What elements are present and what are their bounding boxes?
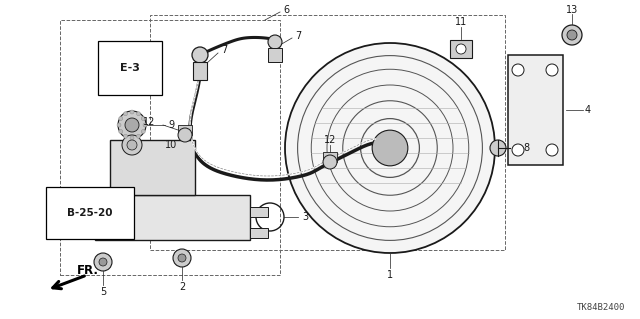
Text: 4: 4	[585, 105, 591, 115]
Bar	[450, 40, 472, 58]
Circle shape	[490, 140, 506, 156]
Bar	[250, 228, 268, 238]
Text: TK84B2400: TK84B2400	[577, 303, 625, 313]
Circle shape	[512, 144, 524, 156]
Circle shape	[178, 254, 186, 262]
Text: E-3: E-3	[120, 63, 140, 73]
Text: 13: 13	[566, 5, 578, 15]
Bar	[110, 140, 195, 195]
Circle shape	[118, 111, 146, 139]
Circle shape	[456, 44, 466, 54]
Circle shape	[141, 130, 145, 133]
Polygon shape	[80, 200, 95, 220]
Bar	[193, 62, 207, 80]
Circle shape	[94, 253, 112, 271]
Circle shape	[512, 64, 524, 76]
Bar	[250, 207, 268, 217]
Text: 9: 9	[168, 120, 174, 130]
Text: B-25-20: B-25-20	[67, 208, 113, 218]
Circle shape	[125, 118, 139, 132]
Text: 7: 7	[221, 45, 227, 55]
Circle shape	[546, 144, 558, 156]
Circle shape	[178, 128, 192, 142]
Text: 8: 8	[523, 143, 529, 153]
Bar	[150, 15, 505, 250]
Text: 6: 6	[283, 5, 289, 15]
Bar	[178, 125, 192, 135]
Circle shape	[99, 258, 107, 266]
Text: 11: 11	[455, 17, 467, 27]
Text: 10: 10	[165, 140, 177, 150]
Circle shape	[119, 130, 123, 133]
Text: 5: 5	[100, 287, 106, 297]
Circle shape	[268, 35, 282, 49]
Circle shape	[122, 135, 142, 155]
Circle shape	[372, 130, 408, 166]
Circle shape	[130, 136, 134, 140]
Text: 3: 3	[302, 212, 308, 222]
Circle shape	[192, 47, 208, 63]
Bar	[268, 48, 282, 62]
Circle shape	[136, 112, 141, 116]
Bar	[60, 20, 280, 275]
Bar	[95, 195, 250, 240]
Text: 12: 12	[143, 117, 155, 127]
Circle shape	[562, 25, 582, 45]
Bar	[508, 55, 563, 165]
Circle shape	[285, 43, 495, 253]
Circle shape	[119, 116, 123, 121]
Circle shape	[127, 140, 137, 150]
Circle shape	[136, 134, 141, 138]
Circle shape	[173, 249, 191, 267]
Circle shape	[567, 30, 577, 40]
Circle shape	[141, 116, 145, 121]
Text: FR.: FR.	[77, 263, 99, 277]
Text: 12: 12	[324, 135, 336, 145]
Text: 1: 1	[387, 270, 393, 280]
Circle shape	[117, 123, 121, 127]
Text: 7: 7	[295, 31, 301, 41]
Circle shape	[124, 112, 127, 116]
Circle shape	[143, 123, 147, 127]
Circle shape	[546, 64, 558, 76]
Circle shape	[130, 110, 134, 114]
Bar	[323, 152, 337, 162]
Text: 2: 2	[179, 282, 185, 292]
Circle shape	[124, 134, 127, 138]
Circle shape	[323, 155, 337, 169]
